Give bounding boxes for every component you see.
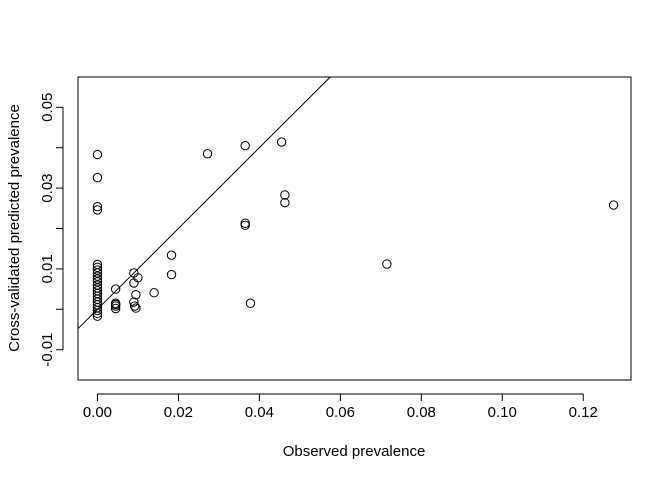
data-points xyxy=(92,137,619,321)
x-tick-label: 0.12 xyxy=(569,404,598,421)
y-tick-label: -0.01 xyxy=(39,333,56,367)
data-point xyxy=(92,308,103,319)
data-point xyxy=(92,205,103,215)
data-point xyxy=(92,149,103,160)
x-tick-label: 0.10 xyxy=(488,404,517,421)
y-axis-label: Cross-validated predicted prevalence xyxy=(6,104,23,352)
data-point xyxy=(131,303,141,313)
data-point xyxy=(92,311,103,321)
data-point xyxy=(240,140,250,151)
data-point xyxy=(166,250,177,260)
data-point xyxy=(110,284,121,294)
data-point xyxy=(110,299,121,310)
data-point xyxy=(280,197,290,208)
y-tick-label: 0.03 xyxy=(39,173,56,202)
y-axis: -0.01 0.01 0.03 0.05 xyxy=(39,93,64,367)
x-tick-label: 0.02 xyxy=(164,404,193,421)
x-axis: 0.00 0.02 0.04 0.06 0.08 0.10 0.12 xyxy=(83,393,598,421)
data-point xyxy=(149,288,159,298)
data-point xyxy=(276,137,287,147)
data-point xyxy=(92,305,103,316)
data-point xyxy=(382,259,392,269)
x-tick-label: 0.06 xyxy=(326,404,355,421)
data-point xyxy=(280,190,290,200)
plot-frame xyxy=(77,76,632,381)
reference-line-y-equals-x xyxy=(77,76,331,330)
data-point xyxy=(129,297,139,307)
y-tick-label: 0.01 xyxy=(39,254,56,283)
data-point xyxy=(129,301,140,311)
x-tick-label: 0.04 xyxy=(245,404,274,421)
data-point xyxy=(92,201,103,212)
data-point xyxy=(133,273,143,283)
data-point xyxy=(240,220,250,230)
data-point xyxy=(245,298,256,308)
data-point xyxy=(110,303,121,314)
data-point xyxy=(92,172,103,183)
data-point xyxy=(202,149,213,159)
data-point xyxy=(240,218,250,228)
x-tick-label: 0.08 xyxy=(407,404,436,421)
data-point xyxy=(131,290,141,300)
x-axis-label: Observed prevalence xyxy=(283,443,426,460)
data-point xyxy=(166,269,177,280)
x-tick-label: 0.00 xyxy=(83,404,112,421)
y-tick-label: 0.05 xyxy=(39,93,56,122)
data-point xyxy=(608,200,619,210)
